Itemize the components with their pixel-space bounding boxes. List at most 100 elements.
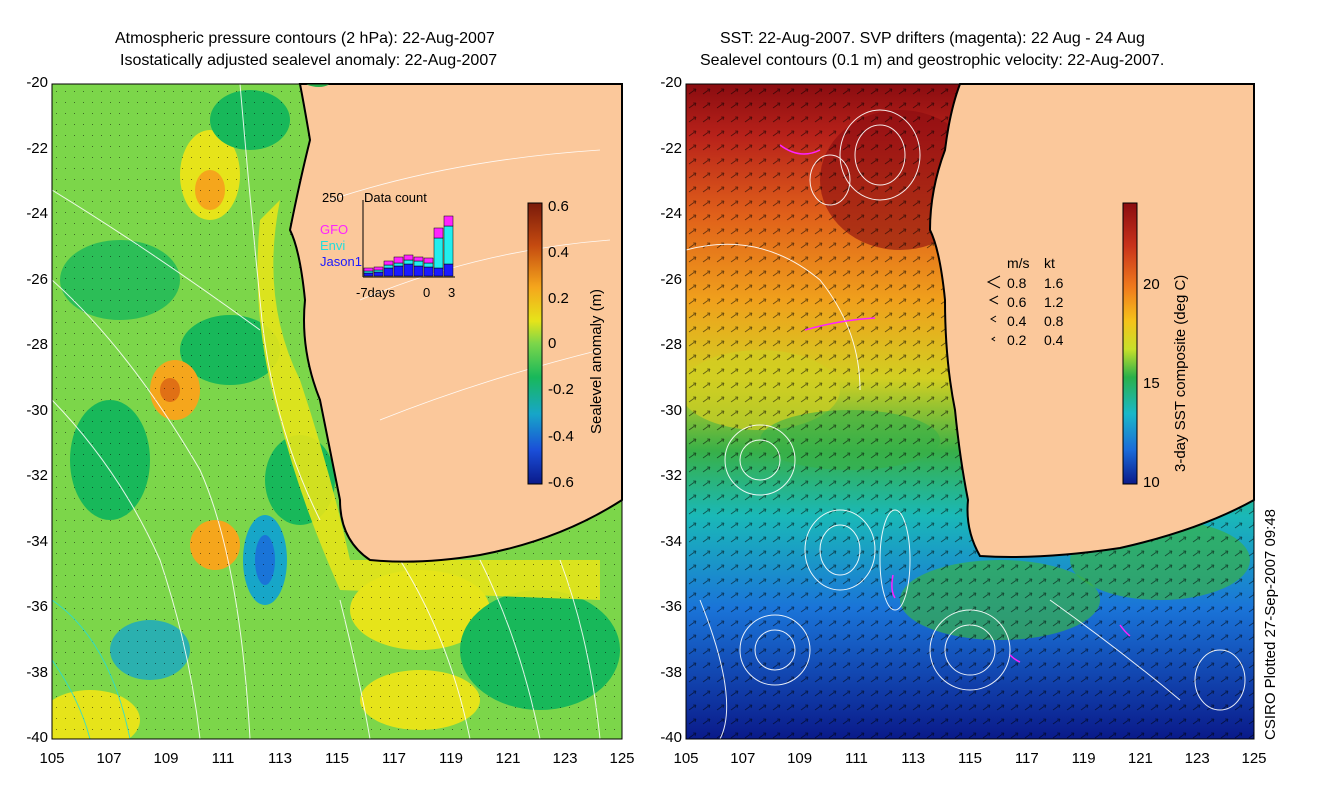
inset-bar — [363, 267, 374, 272]
inset-bar — [413, 260, 424, 267]
left-land-contours — [329, 149, 611, 421]
left-ytick: -40 — [26, 729, 48, 746]
left-title-line2: Isostatically adjusted sealevel anomaly:… — [120, 52, 498, 69]
left-xtick: 121 — [495, 750, 521, 767]
inset-bar — [433, 267, 444, 277]
right-ytick: -34 — [660, 532, 682, 550]
right-ytick: -26 — [660, 270, 682, 288]
vel-row-1-kt: 1.2 — [1044, 294, 1064, 310]
anomaly-colorbar-label: Sealevel anomaly (m) — [588, 288, 605, 434]
right-xtick: 121 — [1127, 750, 1153, 767]
left-xtick: 123 — [552, 750, 578, 767]
right-xtick: 107 — [730, 750, 756, 767]
inset-ymax: 250 — [322, 190, 344, 205]
right-xtick: 123 — [1184, 750, 1210, 767]
inset-bar — [413, 256, 424, 262]
left-xtick: 105 — [39, 750, 65, 767]
left-title-line1: Atmospheric pressure contours (2 hPa): 2… — [115, 30, 495, 47]
left-xtick: 113 — [268, 750, 292, 767]
anom-tick-6: -0.6 — [548, 474, 574, 491]
inset-bar — [433, 237, 444, 269]
left-xtick: 111 — [211, 750, 235, 767]
right-xtick: 119 — [1071, 750, 1096, 767]
sst-tick-10: 10 — [1143, 474, 1160, 491]
vel-row-1-ms: 0.6 — [1007, 294, 1027, 310]
sst-colorbar-label: 3-day SST composite (deg C) — [1172, 274, 1189, 472]
inset-bar — [363, 270, 374, 274]
inset-bar — [403, 259, 414, 265]
right-ytick: -38 — [660, 663, 682, 681]
vel-row-2-ms: 0.4 — [1007, 313, 1027, 329]
right-xtick: 117 — [1014, 750, 1039, 767]
right-ytick: -36 — [660, 598, 682, 615]
sst-tick-15: 15 — [1143, 375, 1160, 392]
left-xtick: 109 — [153, 750, 179, 767]
left-xtick: 115 — [325, 750, 349, 767]
right-map-frame — [685, 83, 1255, 740]
left-xtick: 119 — [439, 750, 463, 767]
inset-x-left: -7days — [356, 285, 396, 300]
anom-tick-1: 0.4 — [548, 244, 569, 261]
inset-bar — [423, 266, 434, 277]
vel-header-kt: kt — [1044, 255, 1055, 271]
vel-row-0-ms: 0.8 — [1007, 275, 1027, 291]
inset-bar — [373, 269, 384, 273]
left-xtick: 107 — [96, 750, 122, 767]
inset-bar — [393, 262, 404, 267]
velocity-legend-arrows — [986, 275, 1001, 342]
anom-tick-2: 0.2 — [548, 290, 569, 307]
inset-legend-envi: Envi — [320, 238, 346, 253]
inset-bar — [423, 262, 434, 268]
vel-row-3-kt: 0.4 — [1044, 332, 1064, 348]
inset-x-mid: 0 — [423, 285, 431, 300]
right-ytick: -40 — [660, 729, 682, 746]
left-ytick: -28 — [26, 336, 48, 353]
left-xtick: 125 — [609, 750, 635, 767]
right-ytick: -28 — [660, 336, 682, 353]
left-ytick: -24 — [26, 205, 48, 222]
anom-tick-3: 0 — [548, 335, 557, 352]
left-ytick: -26 — [26, 270, 48, 288]
left-ytick: -38 — [26, 663, 48, 681]
inset-bar — [423, 257, 434, 264]
vel-row-3-ms: 0.2 — [1007, 332, 1027, 348]
sst-colorbar — [1122, 202, 1138, 485]
inset-bars — [363, 215, 454, 277]
right-xtick: 125 — [1241, 750, 1267, 767]
inset-bar — [383, 264, 394, 269]
inset-bar — [363, 272, 374, 277]
inset-bar — [383, 267, 394, 277]
left-map-frame — [51, 83, 623, 740]
anom-tick-4: -0.2 — [548, 381, 574, 398]
inset-bar — [443, 263, 454, 277]
inset-bar — [383, 260, 394, 266]
right-xtick: 109 — [787, 750, 813, 767]
inset-bar — [443, 225, 454, 265]
anomaly-colorbar — [527, 202, 543, 485]
anom-tick-5: -0.4 — [548, 428, 574, 445]
right-ytick: -30 — [660, 401, 682, 419]
right-title-line1: SST: 22-Aug-2007. SVP drifters (magenta)… — [720, 30, 1145, 47]
right-xtick: 111 — [844, 750, 868, 767]
right-title-line2: Sealevel contours (0.1 m) and geostrophi… — [700, 52, 1165, 69]
right-ytick: -32 — [660, 467, 682, 484]
csiro-credit: CSIRO Plotted 27-Sep-2007 09:48 — [1262, 509, 1279, 740]
inset-legend-jason: Jason1 — [320, 254, 362, 269]
right-ytick: -22 — [660, 139, 682, 157]
inset-bar — [403, 263, 414, 277]
inset-bar — [393, 265, 404, 277]
left-ytick: -20 — [26, 74, 48, 91]
left-ytick: -32 — [26, 467, 48, 484]
vel-row-2-kt: 0.8 — [1044, 313, 1064, 329]
data-count-inset — [362, 200, 455, 278]
vel-row-0-kt: 1.6 — [1044, 275, 1064, 291]
right-xtick: 105 — [673, 750, 699, 767]
anom-tick-0: 0.6 — [548, 198, 569, 215]
right-ytick: -20 — [660, 74, 682, 91]
left-ytick: -36 — [26, 598, 48, 615]
inset-bar — [393, 256, 404, 264]
inset-x-right: 3 — [448, 285, 456, 300]
inset-bar — [373, 266, 384, 271]
left-xtick: 117 — [382, 750, 406, 767]
